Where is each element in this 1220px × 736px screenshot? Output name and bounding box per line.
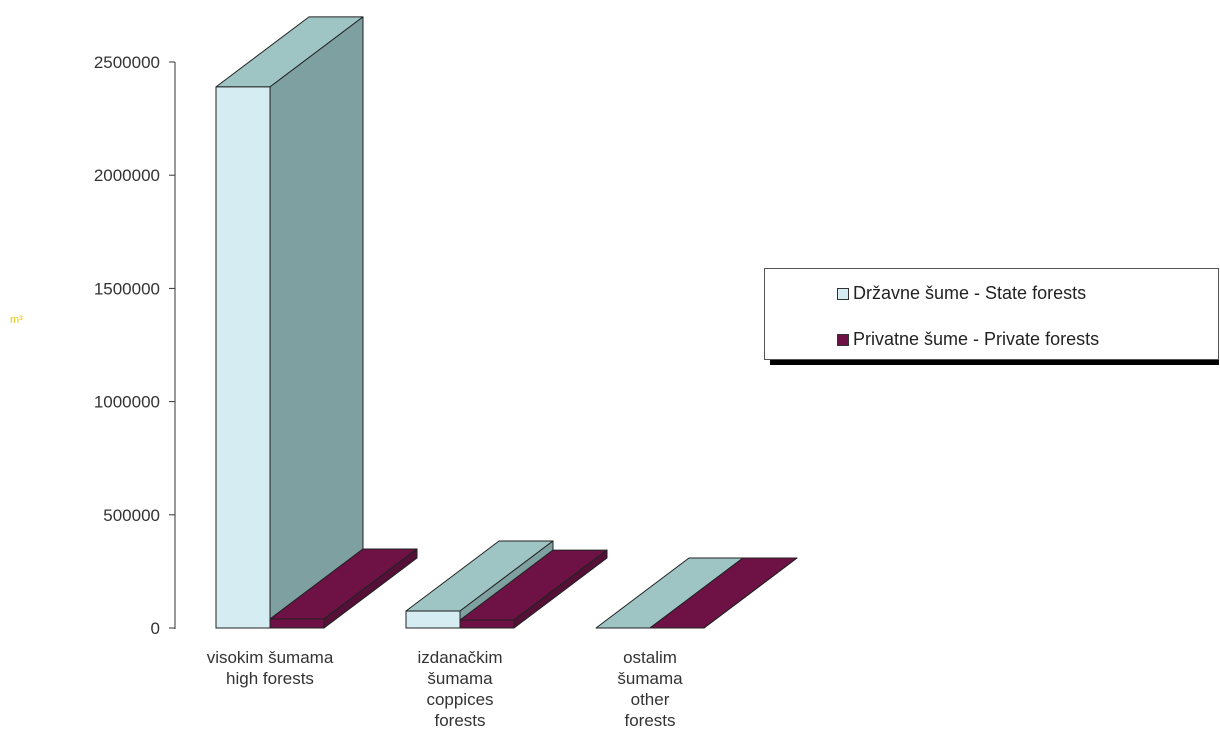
category-label-0-line-1: high forests — [226, 669, 314, 688]
axis-layer: 0 500000 1000000 1500000 2000000 2500000 m³ — [10, 53, 176, 638]
legend-item-state: Državne šume - State forests — [837, 283, 1086, 304]
labels-layer: visokim šumama high forests izdanačkim šuma… — [207, 648, 683, 730]
y-tick-label-2: 1000000 — [94, 393, 160, 412]
category-label-1-line-1: šumama — [427, 669, 493, 688]
y-tick-label-5: 2500000 — [94, 53, 160, 72]
category-label-2-line-2: other — [631, 690, 670, 709]
category-label-2-line-1: šumama — [617, 669, 683, 688]
legend-swatch-state — [837, 287, 849, 300]
bar-0-series-1-front — [269, 618, 325, 629]
bar-1-series-0-front — [405, 610, 461, 629]
category-label-2-line-3: forests — [624, 711, 675, 730]
category-label-1-line-0: izdanačkim — [417, 648, 502, 667]
y-axis-unit-label: m³ — [10, 314, 23, 326]
bar-0-series-0-side — [269, 16, 364, 629]
legend-swatch-private — [837, 333, 849, 346]
category-label-1-line-2: coppices — [426, 690, 493, 709]
y-tick-label-4: 2000000 — [94, 166, 160, 185]
legend-item-private: Privatne šume - Private forests — [837, 329, 1099, 350]
legend-label-state: Državne šume - State forests — [853, 283, 1087, 303]
bars-layer — [215, 16, 798, 629]
category-label-1-line-3: forests — [434, 711, 485, 730]
y-tick-label-1: 500000 — [103, 506, 160, 525]
bar-1-series-1-front — [459, 619, 515, 629]
category-label-2-line-0: ostalim — [623, 648, 677, 667]
legend-label-private: Privatne šume - Private forests — [853, 329, 1100, 349]
category-label-0-line-0: visokim šumama — [207, 648, 334, 667]
legend: Državne šume - State forests Privatne šu… — [764, 268, 1219, 360]
y-tick-label-0: 0 — [151, 619, 160, 638]
legend-shadow — [770, 359, 1219, 365]
y-tick-label-3: 1500000 — [94, 279, 160, 298]
bar-2-series-1-side — [703, 557, 798, 629]
bar-0-series-0-front — [215, 86, 271, 629]
